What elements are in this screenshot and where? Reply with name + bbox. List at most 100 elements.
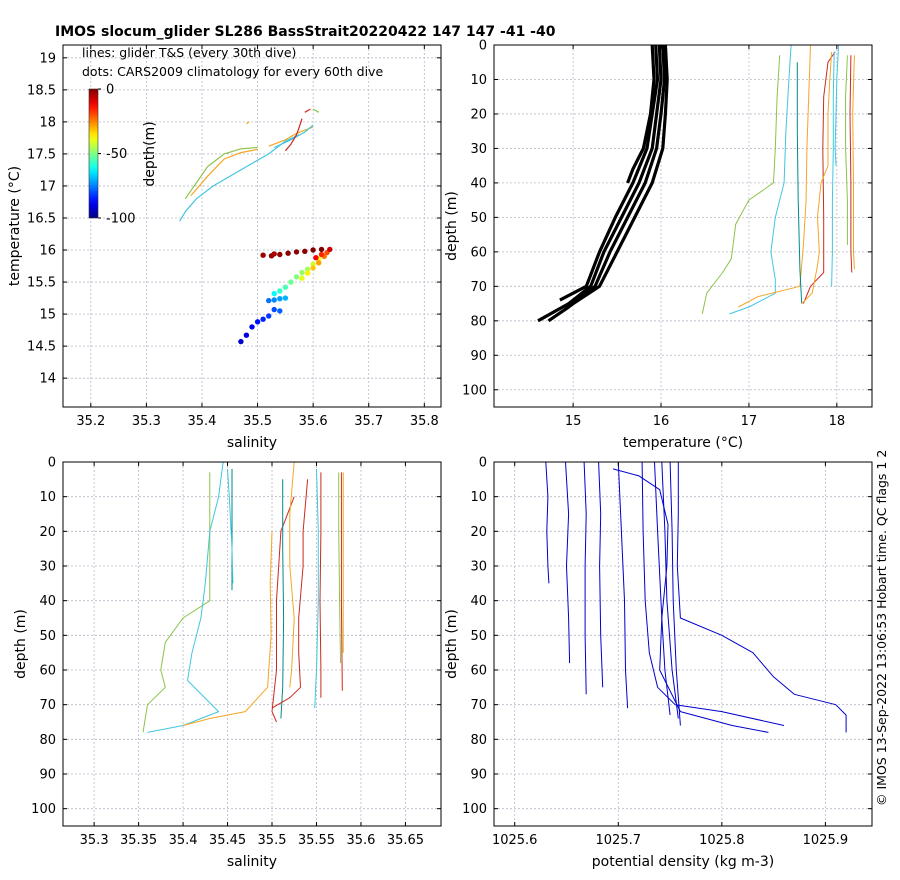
ts-line — [190, 148, 258, 196]
profile-line — [583, 461, 587, 695]
x-tick-label: 1025.9 — [803, 833, 849, 848]
profile-line — [796, 62, 803, 304]
climatology-dot — [271, 306, 277, 313]
climatology-dot — [277, 296, 283, 302]
y-tick-label: 80 — [470, 314, 487, 329]
profile-line — [271, 479, 309, 709]
climatology-dot — [249, 324, 255, 330]
y-tick-label: 90 — [39, 768, 56, 783]
y-tick-label: 19 — [39, 51, 56, 66]
profile-line — [572, 44, 669, 305]
figure-title: IMOS slocum_glider SL286 BassStrait20220… — [55, 24, 556, 40]
climatology-dot — [299, 269, 305, 276]
y-tick-label: 70 — [470, 280, 487, 295]
profile-line — [289, 461, 295, 688]
y-axis-label: temperature (°C) — [7, 166, 23, 286]
chart-ts: 35.2 35.3 35.4 35.5 35.6 35.7 35.8 14 14.5 15 15.5… — [7, 44, 442, 451]
x-axis-label: salinity — [227, 435, 277, 451]
y-tick-label: 40 — [39, 594, 56, 609]
profile-line — [676, 462, 847, 733]
x-tick-label: 35.4 — [169, 833, 198, 848]
y-tick-label: 40 — [470, 176, 487, 191]
colorbar — [88, 88, 99, 219]
climatology-dot — [327, 246, 333, 253]
ts-line — [312, 108, 319, 113]
profile-line — [338, 472, 341, 664]
plot-frame — [493, 44, 873, 408]
climatology-dot — [316, 260, 322, 266]
y-tick-label: 30 — [470, 142, 487, 157]
plot-background — [63, 45, 441, 407]
y-tick-label: 90 — [470, 349, 487, 364]
profile-line — [802, 51, 836, 304]
profile-line — [142, 472, 211, 733]
x-axis-label: temperature (°C) — [623, 435, 743, 451]
profile-line — [612, 468, 769, 733]
x-tick-label: 35.6 — [346, 833, 375, 848]
climatology-dot — [266, 297, 272, 304]
profile-line — [831, 51, 835, 287]
profile-line — [669, 461, 681, 726]
y-tick-label: 100 — [31, 802, 56, 817]
x-tick-label: 35.2 — [76, 414, 105, 429]
x-axis-label: potential density (kg m-3) — [592, 854, 774, 870]
x-tick-label: 15 — [565, 414, 582, 429]
profile-line — [849, 55, 853, 273]
profile-line — [545, 461, 550, 584]
climatology-dot — [266, 313, 272, 319]
y-tick-label: 50 — [39, 629, 56, 644]
profile-line — [319, 472, 322, 698]
y-tick-label: 0 — [48, 456, 56, 471]
y-tick-label: 17 — [39, 179, 56, 194]
profile-line — [845, 55, 848, 245]
climatology-dot — [299, 275, 305, 281]
colorbar-tick-label: -50 — [106, 147, 127, 162]
y-tick-label: 16.5 — [27, 211, 56, 226]
x-tick-label: 18 — [829, 414, 846, 429]
climatology-dot — [271, 297, 277, 303]
climatology-dot — [271, 290, 277, 297]
y-tick-label: 80 — [39, 733, 56, 748]
y-tick-label: 30 — [470, 560, 487, 575]
climatology-dot — [260, 252, 266, 258]
climatology-dot — [277, 288, 283, 294]
x-tick-label: 1025.8 — [699, 833, 745, 848]
copyright-note: © IMOS 13-Sep-2022 13:06:53 Hobart time.… — [874, 450, 889, 806]
climatology-dot — [288, 279, 294, 285]
y-tick-label: 0 — [479, 456, 487, 471]
y-tick-label: 40 — [470, 594, 487, 609]
profile-line — [598, 461, 604, 688]
climatology-dot — [243, 332, 250, 338]
y-tick-label: 60 — [39, 664, 56, 679]
legend-note: lines: glider T&S (every 30th dive) — [82, 45, 296, 60]
ts-line — [284, 118, 303, 152]
climatology-dot — [282, 295, 289, 301]
profile-line — [340, 472, 343, 691]
y-tick-label: 14 — [39, 372, 56, 387]
profile-line — [537, 44, 663, 323]
y-tick-label: 100 — [462, 802, 487, 817]
y-tick-label: 14.5 — [27, 340, 56, 355]
x-axis-label: salinity — [227, 854, 277, 870]
x-tick-label: 35.45 — [209, 833, 246, 848]
climatology-dot — [282, 284, 289, 290]
profile-line — [147, 461, 224, 733]
x-tick-label: 35.7 — [354, 414, 383, 429]
climatology-dot — [310, 247, 316, 253]
climatology-dot — [310, 265, 316, 271]
ts-line — [273, 124, 314, 149]
y-tick-label: 60 — [470, 664, 487, 679]
climatology-dot — [238, 338, 244, 345]
colorbar-tick-label: 0 — [106, 83, 114, 98]
x-tick-label: 1025.6 — [492, 833, 538, 848]
chart-temperature_depth: 15 16 17 18 0 10 20 30 40 50 60 70 80 90 100 temperatur… — [444, 39, 873, 451]
profile-line — [182, 531, 273, 726]
plot-background — [494, 45, 872, 407]
profile-line — [834, 44, 840, 166]
legend-note: dots: CARS2009 climatology for every 60t… — [82, 64, 383, 79]
y-tick-label: 10 — [39, 490, 56, 505]
climatology-dot — [293, 274, 300, 280]
climatology-dot — [260, 316, 266, 322]
y-tick-label: 17.5 — [27, 147, 56, 162]
